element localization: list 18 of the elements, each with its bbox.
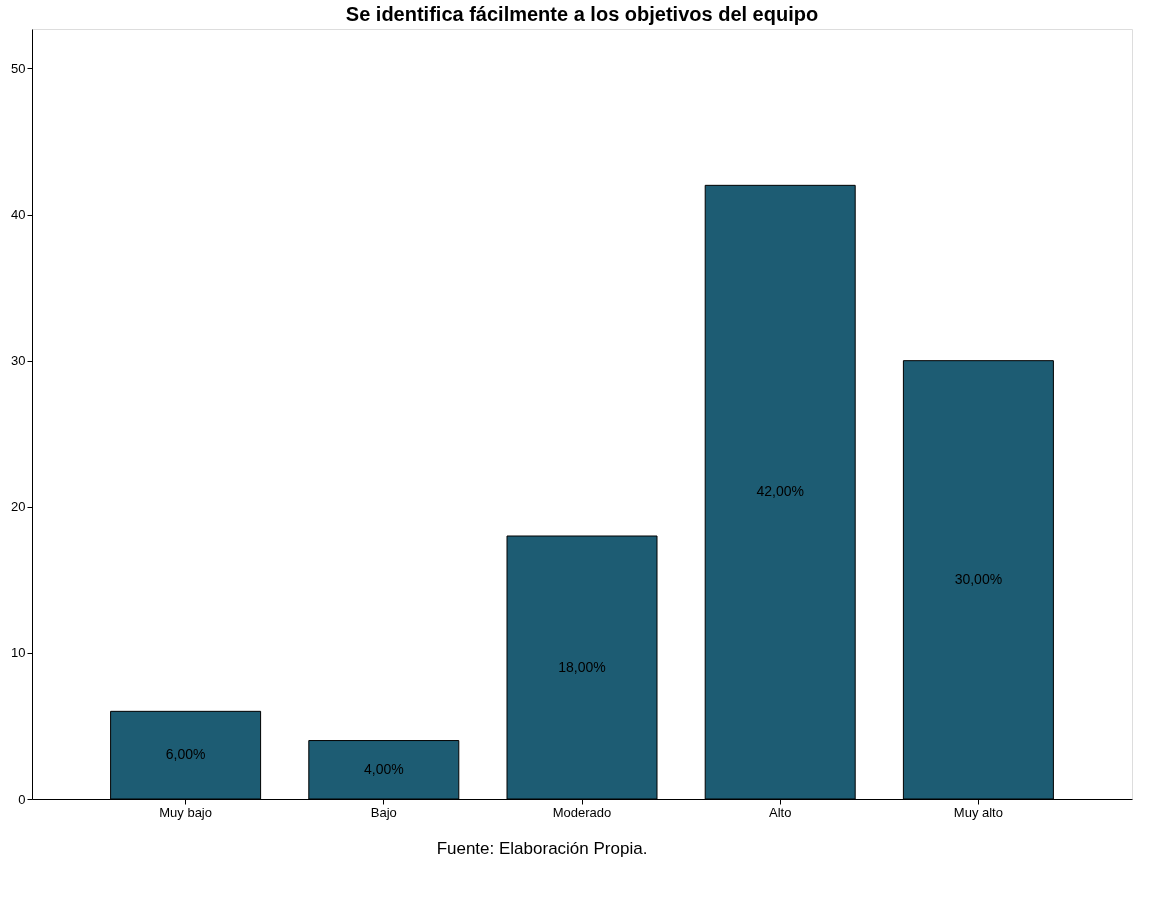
x-tick-label: Muy alto [953, 804, 1003, 820]
x-tick-label: Moderado [552, 804, 612, 820]
data-label: 30,00% [954, 570, 1003, 587]
data-label: 42,00% [756, 483, 804, 500]
y-tick-label: 40 [11, 207, 26, 223]
x-tick-label: Bajo [370, 804, 397, 820]
data-label: 18,00% [558, 658, 606, 675]
data-label: 6,00% [165, 746, 206, 763]
data-label: 4,00% [363, 760, 404, 777]
y-tick-label: 0 [18, 791, 26, 807]
x-tick-label: Muy bajo [159, 804, 212, 820]
y-tick-label: 30 [11, 353, 26, 369]
x-tick-label: Alto [769, 804, 792, 820]
y-tick-label: 10 [11, 645, 26, 661]
y-tick-label: 20 [11, 499, 26, 515]
y-tick-label: 50 [11, 60, 26, 76]
source-note: Fuente: Elaboración Propia. [436, 839, 648, 858]
chart-title: Se identifica fácilmente a los objetivos del equipo [345, 3, 819, 25]
